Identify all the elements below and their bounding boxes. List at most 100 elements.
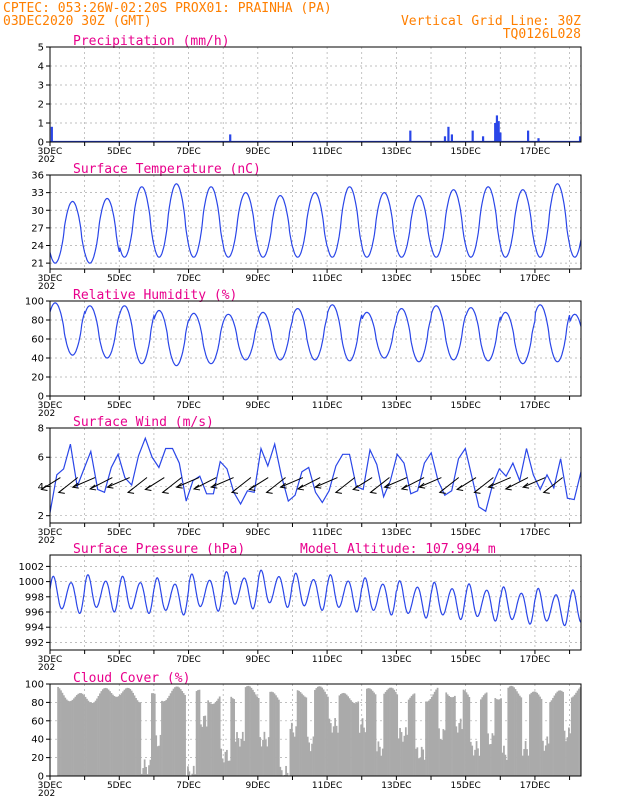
- cloud-bar: [520, 697, 523, 776]
- wind-arrow-head: [161, 488, 169, 494]
- cloud-bar: [62, 695, 65, 776]
- cloud-bar: [107, 689, 110, 776]
- wind-arrow-head: [487, 482, 495, 489]
- cloud-bar: [436, 687, 439, 776]
- cloud-bar: [215, 700, 218, 776]
- cloud-bar: [78, 693, 81, 776]
- cloud-bar: [428, 700, 430, 776]
- pres-xtick-label: 5DEC: [107, 655, 132, 665]
- cloud-bar: [527, 755, 530, 776]
- cloud-bar: [270, 691, 273, 776]
- rh-xtick-label: 9DEC: [246, 401, 271, 411]
- cloud-ytick-label: 40: [31, 735, 44, 746]
- cloud-bar: [316, 686, 319, 776]
- rh-line: [49, 302, 582, 367]
- cloud-bar: [576, 690, 579, 776]
- cloud-bar: [204, 715, 207, 776]
- wind-arrow-head: [40, 485, 48, 491]
- cloud-bar: [445, 692, 448, 776]
- cloud-bar: [464, 690, 466, 776]
- cloud-bar: [474, 749, 476, 776]
- cloud-bar: [71, 699, 74, 776]
- cloud-bar: [446, 694, 449, 776]
- cloud-bar: [504, 754, 507, 776]
- cloud-bar: [514, 689, 517, 776]
- wind-ytick-label: 4: [38, 482, 44, 493]
- cloud-bar: [315, 688, 318, 776]
- cloud-bar: [77, 693, 80, 776]
- cloud-bar: [65, 699, 68, 776]
- cloud-bar: [378, 746, 381, 776]
- cloud-xtick-label: 5DEC: [107, 781, 132, 791]
- wind-arrow-head: [71, 482, 79, 489]
- cloud-bar: [468, 696, 471, 776]
- cloud-bar: [569, 733, 572, 776]
- temp-frame: [49, 174, 582, 270]
- cloud-bar: [322, 689, 325, 776]
- cloud-bar: [87, 700, 90, 776]
- precip-bar: [409, 130, 412, 142]
- cloud-bar: [491, 733, 494, 776]
- wind-arrow-head: [383, 482, 391, 489]
- temp-title: Surface Temperature (nC): [73, 162, 261, 177]
- precip-ytick-label: 5: [38, 43, 44, 54]
- cloud-bar: [246, 686, 248, 776]
- cloud-bar: [81, 693, 84, 776]
- cloud-bar: [175, 686, 178, 776]
- cloud-bar: [113, 696, 116, 776]
- cloud-bar: [122, 691, 124, 776]
- temp-xtick-label: 15DEC: [450, 274, 480, 284]
- cloud-xtick-label: 15DEC: [450, 781, 480, 791]
- wind-arrow-head: [210, 482, 218, 489]
- cloud-bar: [462, 689, 465, 776]
- cloud-bar: [543, 750, 546, 776]
- cloud-bar: [452, 696, 455, 776]
- cloud-bar: [335, 725, 338, 776]
- cloud-bar: [68, 701, 71, 776]
- cloud-bar: [377, 741, 380, 776]
- cloud-bar: [481, 697, 484, 776]
- cloud-bar: [536, 692, 539, 776]
- cloud-bar: [83, 695, 85, 776]
- cloud-xtick-label: 11DEC: [312, 781, 342, 791]
- pres-line: [49, 569, 582, 627]
- cloud-bar: [523, 749, 526, 776]
- cloud-bar: [162, 701, 165, 776]
- cloud-bar: [182, 693, 185, 776]
- temp-xtick-label: 17DEC: [520, 274, 550, 284]
- cloud-bar: [575, 692, 577, 776]
- cloud-bar: [459, 718, 462, 776]
- cloud-bar: [422, 749, 425, 776]
- wind-arrow-head: [314, 482, 322, 489]
- rh-ytick-label: 100: [25, 297, 44, 308]
- cloud-bar: [542, 740, 544, 776]
- cloud-bar: [516, 691, 518, 776]
- cloud-bar: [161, 700, 163, 776]
- cloud-bar: [426, 701, 429, 776]
- cloud-bar: [318, 686, 321, 776]
- pres-xtick-label: 15DEC: [450, 655, 480, 665]
- rh-xtick-label: 13DEC: [381, 401, 411, 411]
- wind-arrow: [176, 477, 200, 488]
- cloud-bar: [402, 741, 404, 776]
- cloud-bar: [319, 686, 322, 776]
- cloud-bar: [454, 695, 456, 776]
- rh-xtick-label: 15DEC: [450, 401, 480, 411]
- precip-bar: [471, 130, 474, 142]
- cloud-bar: [146, 774, 149, 776]
- cloud-bar: [517, 693, 520, 776]
- cloud-bar: [394, 691, 397, 776]
- cloud-bar: [64, 697, 67, 776]
- cloud-bar: [461, 729, 463, 776]
- rh-ytick-label: 40: [31, 354, 44, 365]
- cloud-bar: [233, 699, 235, 776]
- cloud-year-label: 202: [38, 789, 55, 799]
- precip-xtick-label: 13DEC: [381, 147, 411, 157]
- rh-frame: [49, 300, 582, 397]
- wind-arrow-head: [296, 484, 305, 491]
- cloud-bar: [254, 694, 257, 776]
- cloud-ytick-label: 20: [31, 753, 44, 764]
- cloud-bar: [237, 738, 240, 776]
- cloud-bar: [438, 728, 440, 776]
- cloud-bar: [178, 687, 181, 776]
